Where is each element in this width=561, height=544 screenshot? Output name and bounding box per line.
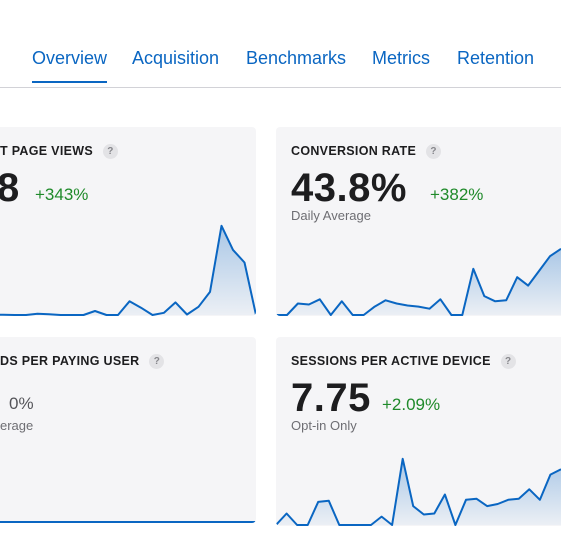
conversion-rate-sparkline — [276, 247, 561, 316]
help-icon[interactable]: ? — [426, 144, 442, 159]
card-title: DS PER PAYING USER? — [0, 354, 165, 369]
card-title-text: CONVERSION RATE — [291, 144, 417, 158]
tab-bar: Overview Acquisition Benchmarks Metrics … — [0, 0, 561, 88]
card-title: CONVERSION RATE? — [291, 144, 442, 159]
tab-benchmarks[interactable]: Benchmarks — [246, 48, 347, 68]
sparkline-area — [276, 458, 561, 525]
paying-user-card[interactable]: DS PER PAYING USER? 0% erage — [0, 337, 256, 523]
metric-value: 0% — [9, 394, 34, 413]
tab-acquisition[interactable]: Acquisition — [132, 48, 220, 68]
conversion-rate-card[interactable]: CONVERSION RATE? 43.8% +382% Daily Avera… — [276, 127, 561, 316]
tab-overview[interactable]: Overview — [32, 48, 108, 83]
metric-value: 8 — [0, 166, 20, 210]
active-device-card[interactable]: SESSIONS PER ACTIVE DEVICE? 7.75 +2.09% … — [276, 337, 561, 526]
card-title-text: SESSIONS PER ACTIVE DEVICE — [291, 354, 491, 368]
page-views-sparkline — [0, 224, 256, 316]
sparkline-line — [276, 457, 561, 526]
sparkline-line — [276, 247, 561, 316]
sparkline-line — [0, 224, 256, 316]
metric-delta: +2.09% — [382, 395, 441, 414]
tab-retention[interactable]: Retention — [457, 48, 535, 68]
tab-metrics[interactable]: Metrics — [372, 48, 430, 68]
help-icon[interactable]: ? — [149, 354, 165, 369]
metric-caption: Opt-in Only — [291, 418, 357, 433]
card-title-text: DS PER PAYING USER — [0, 354, 140, 368]
card-title: T PAGE VIEWS? — [0, 144, 118, 159]
paying-user-sparkline — [0, 521, 256, 523]
card-title: SESSIONS PER ACTIVE DEVICE? — [291, 354, 516, 369]
card-title-text: T PAGE VIEWS — [0, 144, 93, 158]
active-device-sparkline — [276, 457, 561, 526]
sparkline-area — [276, 248, 561, 315]
help-icon[interactable]: ? — [500, 354, 516, 369]
metric-caption: Daily Average — [291, 208, 371, 223]
metric-delta: +382% — [430, 185, 484, 204]
help-icon[interactable]: ? — [102, 144, 118, 159]
metric-caption: erage — [0, 418, 34, 433]
metric-value: 43.8% — [291, 166, 407, 210]
page-views-card[interactable]: T PAGE VIEWS? 8 +343% — [0, 127, 256, 316]
sparkline-area — [0, 225, 256, 315]
metric-delta: +343% — [35, 185, 89, 204]
metric-value: 7.75 — [291, 376, 371, 420]
